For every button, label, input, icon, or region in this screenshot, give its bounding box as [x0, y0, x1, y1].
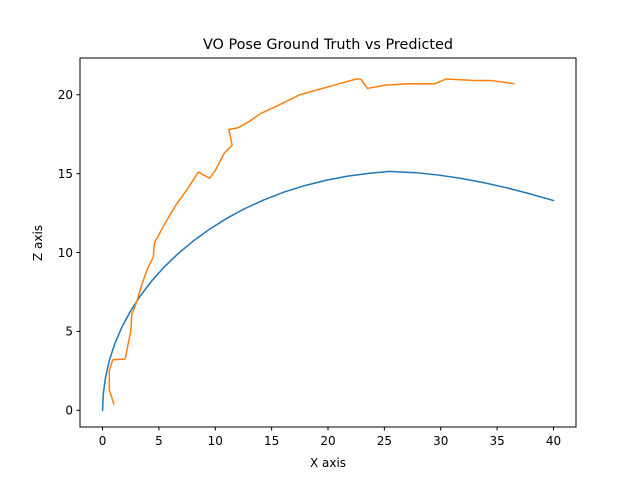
- x-axis-ticks: 0 5 10 15 20 25 30 35 40: [99, 427, 561, 448]
- y-axis-label: Z axis: [31, 225, 45, 261]
- x-axis-label: X axis: [310, 456, 346, 470]
- y-axis-ticks: 0 5 10 15 20: [58, 88, 80, 418]
- x-tick-label: 0: [99, 434, 107, 448]
- x-tick-label: 10: [208, 434, 223, 448]
- x-tick-label: 40: [546, 434, 561, 448]
- x-tick-label: 20: [320, 434, 335, 448]
- y-tick-label: 20: [58, 88, 73, 102]
- x-tick-label: 5: [155, 434, 163, 448]
- series-line-2: [108, 78, 515, 405]
- x-tick-label: 35: [489, 434, 504, 448]
- series-line-1: [101, 170, 555, 412]
- y-tick-label: 5: [65, 325, 73, 339]
- x-tick-label: 25: [377, 434, 392, 448]
- series-layer: [101, 78, 555, 412]
- x-tick-label: 30: [433, 434, 448, 448]
- plot-frame: [79, 57, 577, 428]
- y-tick-label: 10: [58, 246, 73, 260]
- plot-area-background: [80, 58, 576, 427]
- chart-title: VO Pose Ground Truth vs Predicted: [203, 37, 453, 53]
- x-tick-label: 15: [264, 434, 279, 448]
- y-tick-label: 0: [65, 404, 73, 418]
- y-tick-label: 15: [58, 167, 73, 181]
